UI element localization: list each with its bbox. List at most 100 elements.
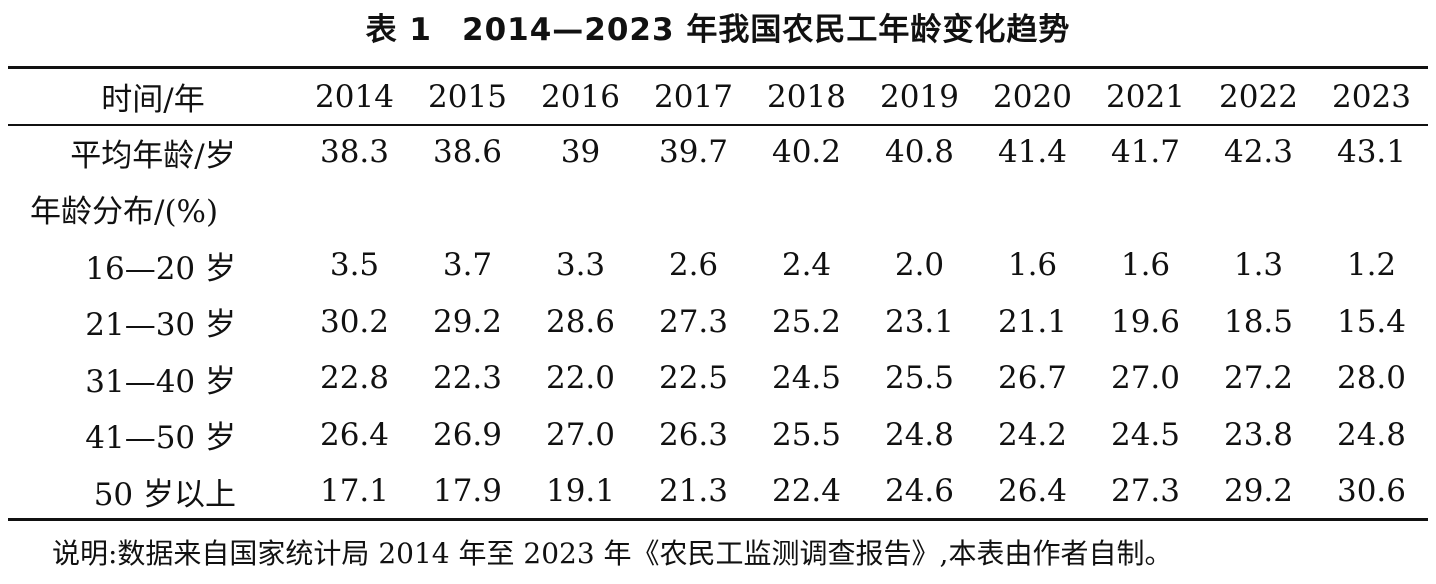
cell-value: 38.6 bbox=[432, 134, 503, 171]
cell-value: 28.6 bbox=[545, 303, 616, 340]
cell-value bbox=[298, 181, 411, 238]
cell-value: 39.7 bbox=[658, 134, 729, 171]
header-row: 时间/年 2014 2015 2016 2017 2018 2019 2020 … bbox=[8, 69, 1428, 124]
table-row-age-distribution: 年龄分布/(%) bbox=[8, 181, 1428, 238]
cell-value: 43.1 bbox=[1336, 134, 1407, 171]
cell-value bbox=[976, 181, 1089, 238]
year-header: 2022 bbox=[1219, 78, 1298, 115]
cell-value: 41.7 bbox=[1110, 134, 1181, 171]
cell-value: 24.6 bbox=[884, 473, 955, 510]
cell-value: 1.2 bbox=[1346, 247, 1397, 284]
cell-value: 1.6 bbox=[1007, 247, 1058, 284]
cell-value: 1.3 bbox=[1233, 247, 1284, 284]
cell-value: 21.3 bbox=[658, 473, 729, 510]
cell-value: 22.0 bbox=[545, 360, 616, 397]
cell-value: 26.9 bbox=[432, 416, 503, 453]
data-table: 时间/年 2014 2015 2016 2017 2018 2019 2020 … bbox=[8, 69, 1428, 520]
cell-value: 22.8 bbox=[319, 360, 390, 397]
cell-value: 2.0 bbox=[894, 247, 945, 284]
cell-value bbox=[1089, 181, 1202, 238]
cell-value: 28.0 bbox=[1336, 360, 1407, 397]
cell-value: 30.6 bbox=[1336, 473, 1407, 510]
cell-value: 42.3 bbox=[1223, 134, 1294, 171]
year-header: 2023 bbox=[1332, 78, 1411, 115]
header-label: 时间/年 bbox=[101, 82, 205, 118]
cell-value: 38.3 bbox=[319, 134, 390, 171]
cell-value: 3.7 bbox=[442, 247, 493, 284]
cell-value: 40.2 bbox=[771, 134, 842, 171]
cell-value: 25.5 bbox=[771, 416, 842, 453]
cell-value: 26.7 bbox=[997, 360, 1068, 397]
cell-value: 17.1 bbox=[319, 473, 390, 510]
cell-value: 41.4 bbox=[997, 134, 1068, 171]
cell-value bbox=[524, 181, 637, 238]
cell-value: 27.3 bbox=[1110, 473, 1181, 510]
row-label: 16—20 岁 bbox=[85, 250, 236, 287]
year-header: 2015 bbox=[428, 78, 507, 115]
cell-value: 22.4 bbox=[771, 473, 842, 510]
row-label: 41—50 岁 bbox=[85, 420, 236, 457]
cell-value: 26.4 bbox=[997, 473, 1068, 510]
cell-value bbox=[411, 181, 524, 238]
cell-value: 23.1 bbox=[884, 303, 955, 340]
cell-value: 26.4 bbox=[319, 416, 390, 453]
cell-value bbox=[863, 181, 976, 238]
cell-value: 25.5 bbox=[884, 360, 955, 397]
table-row-age-over-50: 50 岁以上 17.1 17.9 19.1 21.3 22.4 24.6 26.… bbox=[8, 463, 1428, 520]
row-label: 21—30 岁 bbox=[85, 307, 236, 344]
cell-value: 40.8 bbox=[884, 134, 955, 171]
row-label: 31—40 岁 bbox=[85, 363, 236, 400]
table-row-age-21-30: 21—30 岁 30.2 29.2 28.6 27.3 25.2 23.1 21… bbox=[8, 294, 1428, 351]
row-label: 年龄分布/(%) bbox=[30, 194, 219, 231]
cell-value: 15.4 bbox=[1336, 303, 1407, 340]
year-header: 2017 bbox=[654, 78, 733, 115]
cell-value: 30.2 bbox=[319, 303, 390, 340]
cell-value: 24.8 bbox=[884, 416, 955, 453]
cell-value: 24.8 bbox=[1336, 416, 1407, 453]
cell-value: 26.3 bbox=[658, 416, 729, 453]
cell-value bbox=[750, 181, 863, 238]
table-note: 说明:数据来自国家统计局 2014 年至 2023 年《农民工监测调查报告》,本… bbox=[52, 537, 1173, 570]
table-row-age-31-40: 31—40 岁 22.8 22.3 22.0 22.5 24.5 25.5 26… bbox=[8, 350, 1428, 407]
year-header: 2020 bbox=[993, 78, 1072, 115]
row-label: 50 岁以上 bbox=[93, 476, 236, 513]
table-row-age-41-50: 41—50 岁 26.4 26.9 27.0 26.3 25.5 24.8 24… bbox=[8, 407, 1428, 464]
cell-value: 3.3 bbox=[555, 247, 606, 284]
table-title: 表 1 2014—2023 年我国农民工年龄变化趋势 bbox=[0, 8, 1436, 52]
cell-value: 3.5 bbox=[329, 247, 380, 284]
year-header: 2018 bbox=[767, 78, 846, 115]
cell-value bbox=[1202, 181, 1315, 238]
cell-value: 27.0 bbox=[545, 416, 616, 453]
cell-value: 21.1 bbox=[997, 303, 1068, 340]
table-title-text: 2014—2023 年我国农民工年龄变化趋势 bbox=[462, 12, 1071, 48]
cell-value bbox=[637, 181, 750, 238]
table-number: 表 1 bbox=[365, 12, 432, 48]
cell-value: 29.2 bbox=[1223, 473, 1294, 510]
table-top-rule bbox=[8, 66, 1428, 69]
cell-value: 2.6 bbox=[668, 247, 719, 284]
cell-value: 2.4 bbox=[781, 247, 832, 284]
cell-value: 24.2 bbox=[997, 416, 1068, 453]
year-header: 2021 bbox=[1106, 78, 1185, 115]
cell-value: 27.3 bbox=[658, 303, 729, 340]
cell-value: 24.5 bbox=[1110, 416, 1181, 453]
year-header: 2014 bbox=[315, 78, 394, 115]
cell-value: 18.5 bbox=[1223, 303, 1294, 340]
table-header-rule bbox=[8, 124, 1428, 126]
year-header: 2019 bbox=[880, 78, 959, 115]
cell-value: 22.3 bbox=[432, 360, 503, 397]
year-header: 2016 bbox=[541, 78, 620, 115]
cell-value: 23.8 bbox=[1223, 416, 1294, 453]
cell-value: 17.9 bbox=[432, 473, 503, 510]
cell-value: 29.2 bbox=[432, 303, 503, 340]
cell-value: 27.0 bbox=[1110, 360, 1181, 397]
row-label: 平均年龄/岁 bbox=[70, 137, 236, 174]
cell-value: 39 bbox=[560, 134, 601, 171]
table-row-age-16-20: 16—20 岁 3.5 3.7 3.3 2.6 2.4 2.0 1.6 1.6 … bbox=[8, 237, 1428, 294]
table-bottom-rule bbox=[8, 518, 1428, 521]
cell-value: 24.5 bbox=[771, 360, 842, 397]
cell-value bbox=[1315, 181, 1428, 238]
cell-value: 27.2 bbox=[1223, 360, 1294, 397]
cell-value: 19.6 bbox=[1110, 303, 1181, 340]
